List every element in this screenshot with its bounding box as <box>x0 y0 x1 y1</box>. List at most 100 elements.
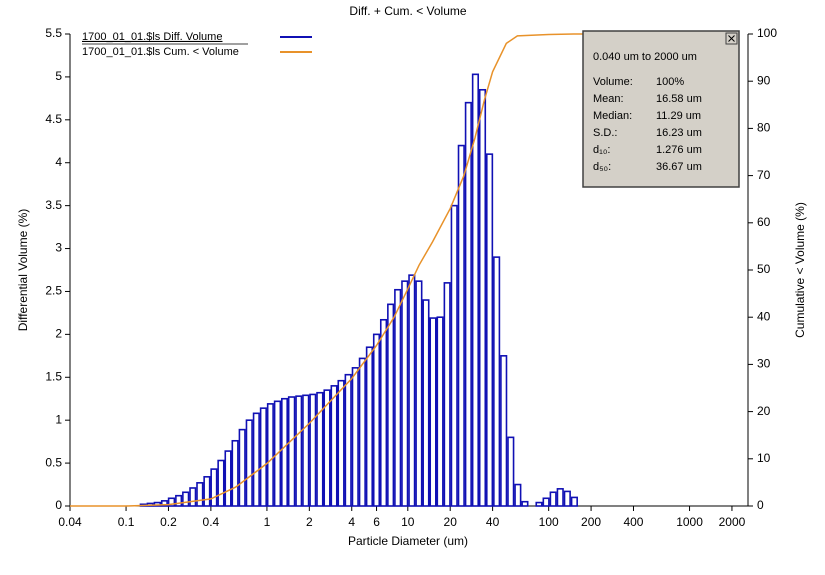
y-tick-label: 5.5 <box>45 26 62 40</box>
y2-tick-label: 20 <box>757 404 771 418</box>
x-tick-label: 200 <box>581 515 601 529</box>
plot-area: 0.04 0.1 0.2 0.4 1 2 4 6 10 20 40 100 200 400 1000 2000… <box>45 26 777 529</box>
histogram-bar <box>408 274 416 507</box>
histogram-bar <box>436 316 444 507</box>
y-tick-label: 0 <box>55 498 62 512</box>
y-tick-label: 2 <box>55 327 62 341</box>
y2-tick-label: 100 <box>757 26 777 40</box>
x-tick-label: 40 <box>486 515 500 529</box>
y2-tick-label: 30 <box>757 357 771 371</box>
stats-value: 11.29 um <box>656 110 701 122</box>
histogram-bar <box>387 303 395 507</box>
stats-value: 36.67 um <box>656 161 702 173</box>
y2-tick-label: 60 <box>757 215 771 229</box>
histogram-bar <box>365 346 374 507</box>
histogram-bar <box>160 500 168 507</box>
histogram-bar <box>224 450 232 507</box>
x-tick-label: 1 <box>264 515 271 529</box>
stats-box <box>582 30 740 188</box>
histogram-bar <box>252 412 260 507</box>
histogram-bar <box>464 101 472 507</box>
histogram-bar <box>394 288 402 507</box>
y2-tick-label: 80 <box>757 121 771 135</box>
legend-label: 1700_01_01.$ls Cum. < Volume <box>82 46 239 58</box>
x-tick-label: 2000 <box>719 515 746 529</box>
histogram-bar <box>302 394 310 507</box>
legend-label: 1700_01_01.$ls Diff. Volume <box>82 31 222 43</box>
x-tick-label: 100 <box>539 515 559 529</box>
histogram-bar <box>500 355 508 507</box>
x-tick-label: 10 <box>401 515 415 529</box>
histogram-bar <box>542 497 550 507</box>
histogram-bar <box>358 357 366 507</box>
stats-value: 16.58 um <box>656 93 702 105</box>
histogram-bar <box>245 419 253 507</box>
histogram-bar <box>189 487 197 507</box>
histogram-bar <box>351 367 359 507</box>
y-axis-label: Differential Volume (%) <box>16 209 30 332</box>
histogram-bar <box>259 407 267 507</box>
x-tick-label: 1000 <box>676 515 703 529</box>
y-tick-label: 4 <box>55 155 62 169</box>
x-tick-label: 0.04 <box>58 515 82 529</box>
histogram-bar <box>563 490 571 507</box>
close-icon <box>728 35 735 42</box>
y2-tick-label: 50 <box>757 262 771 276</box>
x-tick-label: 0.4 <box>203 515 220 529</box>
histogram-bar <box>309 393 317 507</box>
y2-tick-label: 0 <box>757 498 764 512</box>
y-tick-label: 4.5 <box>45 112 62 126</box>
x-tick-label: 20 <box>444 515 458 529</box>
stats-key: Mean: <box>593 93 624 105</box>
histogram-bar <box>231 439 239 507</box>
histogram-bar <box>457 144 465 507</box>
y-tick-label: 5 <box>55 69 62 83</box>
histogram-bar <box>401 280 409 507</box>
y-tick-label: 1.5 <box>45 369 62 383</box>
stats-value: 1.276 um <box>656 144 702 156</box>
histogram-bar <box>429 317 437 507</box>
x-tick-label: 400 <box>623 515 643 529</box>
histogram-bar <box>196 482 204 507</box>
histogram-bar <box>217 459 225 507</box>
stats-key: Median: <box>593 110 632 122</box>
y-tick-label: 3.5 <box>45 198 62 212</box>
histogram-bar <box>415 280 423 507</box>
x-tick-label: 4 <box>348 515 355 529</box>
stats-key: S.D.: <box>593 127 617 139</box>
histogram-bar <box>203 476 211 507</box>
stats-key: d₁₀: <box>593 144 610 156</box>
histogram-bar <box>493 256 501 507</box>
histogram-bar <box>422 299 430 507</box>
stats-value: 16.23 um <box>656 127 702 139</box>
y-tick-label: 2.5 <box>45 284 62 298</box>
histogram-bar <box>210 468 218 507</box>
histogram-bar <box>478 88 487 507</box>
y2-tick-label: 90 <box>757 73 771 87</box>
histogram-bar <box>295 395 303 507</box>
histogram-bar <box>323 389 331 507</box>
y2-tick-label: 70 <box>757 168 771 182</box>
histogram-bar <box>316 391 324 507</box>
stats-key: d₅₀: <box>593 161 611 173</box>
x-tick-label: 6 <box>373 515 380 529</box>
y2-axis-label: Cumulative < Volume (%) <box>793 202 807 338</box>
x-tick-label: 2 <box>306 515 313 529</box>
histogram-bar <box>507 436 515 507</box>
histogram-bar <box>167 497 176 507</box>
histogram-bar <box>450 204 458 507</box>
histogram-bar <box>379 318 388 507</box>
histogram-bar <box>175 494 183 507</box>
histogram-bar <box>372 333 381 507</box>
histogram-bar <box>330 385 338 507</box>
stats-range: 0.040 um to 2000 um <box>593 51 697 63</box>
histogram-bar <box>471 73 480 507</box>
stats-key: Volume: <box>593 76 633 88</box>
histogram-bar <box>521 500 529 507</box>
histogram-bar <box>485 153 494 507</box>
chart-title: Diff. + Cum. < Volume <box>349 4 466 18</box>
histogram-bar <box>549 491 557 507</box>
stats-value: 100% <box>656 76 684 88</box>
y-tick-label: 1 <box>55 412 62 426</box>
